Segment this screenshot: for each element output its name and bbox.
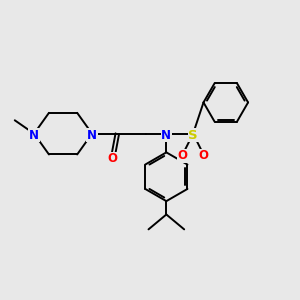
- Text: S: S: [188, 129, 198, 142]
- Text: N: N: [87, 129, 97, 142]
- Text: O: O: [108, 152, 118, 165]
- Text: N: N: [161, 129, 171, 142]
- Text: O: O: [178, 149, 188, 163]
- Text: N: N: [29, 129, 39, 142]
- Text: O: O: [199, 149, 208, 163]
